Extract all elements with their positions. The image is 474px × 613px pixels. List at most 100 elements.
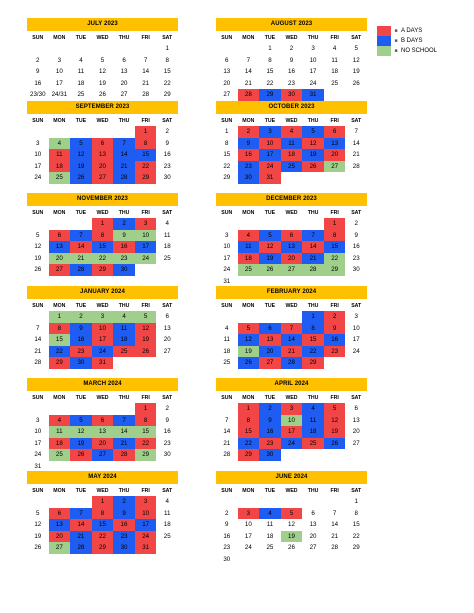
day-cell: 2 [354,220,358,227]
day-cell: 4 [165,220,169,227]
day-cell: 8 [302,322,324,334]
day-cell: 13 [163,324,171,332]
day-cell: 24 [223,266,231,273]
day-grid: 1 2 3 4 5 6 7 8 9 10 11 12 13 14 15 16 17 18 19 20 21 22 23 24 2… [27,311,178,369]
empty-cell [135,43,157,55]
day-cell: 1 [237,403,260,415]
day-cell: 3 [225,231,229,239]
empty-cell [49,403,71,415]
day-cell: 1 [91,496,114,508]
month-title: SEPTEMBER 2023 [27,101,178,114]
day-cell: 22 [237,437,260,449]
day-cell: 7 [354,128,358,135]
weekday-label: WED [285,35,298,41]
empty-cell [216,496,238,508]
day-cell: 25 [163,532,171,540]
day-cell: 13 [280,241,303,253]
day-cell: 9 [70,322,92,334]
day-cell: 11 [163,509,171,517]
day-cell: 22 [323,252,346,264]
day-cell: 8 [134,414,157,426]
weekday-label: MON [242,118,255,124]
day-cell: 1 [165,45,169,52]
day-cell: 9 [259,414,281,426]
weekday-label: SAT [351,395,362,401]
day-cell: 18 [163,243,171,250]
weekday-header: SUN MON TUE WED THU FRI SAT [216,33,367,43]
day-cell: 18 [266,532,274,540]
bullet-icon: ■ [394,38,398,44]
day-cell: 5 [302,126,324,138]
empty-cell [259,496,281,508]
weekday-label: TUE [264,118,276,124]
day-cell: 28 [280,357,303,369]
day-cell: 7 [113,137,135,149]
day-cell: 30 [237,172,260,184]
weekday-label: FRI [141,210,150,216]
weekday-header: SUN MON TUE WED THU FRI SAT [216,393,367,403]
day-cell: 1 [302,311,324,323]
weekday-label: SAT [162,488,173,494]
day-cell: 6 [323,126,346,138]
month-title: DECEMBER 2023 [216,193,367,206]
day-cell: 18 [48,437,71,449]
empty-cell [324,449,346,461]
weekday-label: MON [242,210,255,216]
day-cell: 2 [70,311,92,323]
day-cell: 1 [134,126,157,138]
weekday-label: FRI [141,488,150,494]
day-cell: 14 [113,426,135,438]
weekday-label: FRI [141,395,150,401]
day-cell: 17 [34,162,42,170]
legend-label: B DAYS [401,38,423,44]
day-cell: 14 [113,149,135,161]
day-cell: 23 [113,530,135,542]
weekday-header: SUN MON TUE WED THU FRI SAT [216,486,367,496]
day-cell: 18 [48,160,71,172]
weekday-label: SUN [32,35,44,41]
weekday-label: THU [307,303,319,309]
weekday-header: SUN MON TUE WED THU FRI SAT [27,116,178,126]
month-title: JULY 2023 [27,18,178,31]
day-cell: 19 [134,334,157,346]
weekday-label: FRI [141,118,150,124]
day-cell: 14 [142,68,150,75]
day-cell: 9 [36,68,40,75]
day-cell: 20 [91,437,114,449]
day-cell: 13 [259,334,281,346]
day-cell: 29 [237,449,260,461]
day-cell: 4 [79,56,83,64]
day-cell: 25 [280,160,303,172]
day-cell: 26 [70,449,92,461]
weekday-label: SAT [351,210,362,216]
day-cell: 19 [99,79,106,87]
day-cell: 28 [34,359,42,366]
day-cell: 16 [223,532,231,540]
weekday-label: MON [242,488,255,494]
empty-cell [324,496,346,508]
day-cell: 15 [163,68,171,75]
day-cell: 8 [48,322,71,334]
weekday-label: THU [118,118,130,124]
day-cell: 27 [163,347,171,355]
empty-cell [156,357,178,369]
day-cell: 26 [99,91,106,98]
day-cell: 22 [302,345,324,357]
day-cell: 29 [91,264,114,276]
day-cell: 25 [266,544,274,551]
day-cell: 3 [354,313,358,320]
day-cell: 30 [163,451,171,458]
day-cell: 16 [323,334,346,346]
day-cell: 26 [352,79,360,87]
empty-cell [92,126,114,138]
empty-cell [324,357,346,369]
day-cell: 24 [259,160,281,172]
weekday-label: SAT [351,35,362,41]
day-cell: 19 [302,149,324,161]
day-cell: 21 [223,439,231,447]
weekday-label: WED [285,210,298,216]
